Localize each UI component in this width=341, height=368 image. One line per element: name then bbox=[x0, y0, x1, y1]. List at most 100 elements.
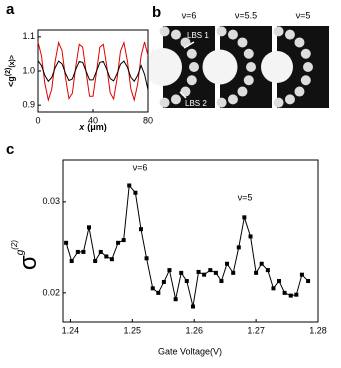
data-point bbox=[161, 279, 166, 284]
data-point bbox=[167, 268, 172, 273]
image-blob bbox=[227, 94, 238, 105]
y-axis-label-part: (2) bbox=[5, 68, 12, 77]
data-point bbox=[208, 268, 213, 273]
image-blob bbox=[202, 49, 238, 85]
data-point bbox=[98, 249, 103, 254]
image-blob bbox=[227, 29, 238, 40]
data-point bbox=[86, 225, 91, 230]
image-blob bbox=[243, 48, 254, 59]
data-line bbox=[37, 60, 149, 90]
y-tick-label: 1.1 bbox=[22, 31, 35, 41]
x-axis-label: Gate Voltage(V) bbox=[158, 346, 222, 356]
arrow bbox=[183, 41, 195, 49]
data-point bbox=[121, 238, 126, 243]
plot-frame bbox=[62, 159, 319, 323]
image-blob bbox=[273, 26, 284, 37]
data-point bbox=[75, 249, 80, 254]
x-axis-label: x (μm) bbox=[78, 122, 107, 132]
y-axis-label: <g(2)(x)> bbox=[5, 55, 17, 87]
data-point bbox=[294, 292, 299, 297]
y-tick-label: 0.03 bbox=[42, 196, 60, 206]
x-tick-label: 1.25 bbox=[124, 325, 142, 335]
image-blob bbox=[300, 75, 311, 86]
image-label: ν=5 bbox=[296, 10, 311, 20]
image-blob bbox=[216, 26, 227, 37]
data-point bbox=[254, 270, 259, 275]
image-blob bbox=[303, 62, 313, 72]
data-point bbox=[306, 279, 311, 284]
x-tick-label: 1.28 bbox=[309, 325, 327, 335]
data-point bbox=[213, 270, 218, 275]
y-axis-label-part: σ bbox=[15, 255, 42, 270]
image-blob bbox=[237, 37, 248, 48]
x-tick-label: 40 bbox=[88, 115, 98, 125]
data-point bbox=[259, 261, 264, 266]
data-point bbox=[231, 270, 236, 275]
image-blob bbox=[216, 97, 227, 108]
data-point bbox=[248, 234, 253, 239]
data-point bbox=[81, 249, 86, 254]
data-point bbox=[109, 257, 114, 262]
y-tick-label: 0.9 bbox=[22, 100, 35, 110]
data-point bbox=[202, 272, 207, 277]
data-point bbox=[277, 279, 282, 284]
x-tick-label: 1.24 bbox=[62, 325, 80, 335]
data-point bbox=[93, 259, 98, 264]
data-point bbox=[156, 290, 161, 295]
image-blob bbox=[243, 75, 254, 86]
data-point bbox=[196, 269, 201, 274]
y-axis-label-part: g bbox=[15, 249, 26, 255]
annotation: ν=5 bbox=[238, 192, 253, 202]
x-tick-label: 80 bbox=[143, 115, 153, 125]
panel-label: b bbox=[152, 4, 161, 21]
data-point bbox=[190, 304, 195, 309]
x-axis-label-part: x bbox=[78, 122, 85, 132]
image-blob bbox=[294, 37, 305, 48]
data-point bbox=[184, 279, 189, 284]
image-blob bbox=[284, 94, 295, 105]
image-blob bbox=[186, 48, 197, 59]
image-blob bbox=[273, 97, 284, 108]
data-point bbox=[133, 190, 138, 195]
annotation: ν=6 bbox=[133, 162, 148, 172]
y-tick-label: 0.02 bbox=[42, 287, 60, 297]
image-blob bbox=[186, 75, 197, 86]
image-blob bbox=[159, 26, 170, 37]
image-blob bbox=[237, 86, 248, 97]
image-blob bbox=[189, 62, 199, 72]
image-blob bbox=[261, 51, 293, 83]
image-blob bbox=[180, 86, 191, 97]
image-blob bbox=[144, 48, 182, 86]
data-point bbox=[138, 227, 143, 232]
data-point bbox=[69, 259, 74, 264]
data-point bbox=[265, 268, 270, 273]
image-blob bbox=[246, 62, 256, 72]
data-point bbox=[282, 290, 287, 295]
panel-label: a bbox=[6, 1, 15, 18]
x-tick-label: 1.27 bbox=[247, 325, 265, 335]
image-blob bbox=[170, 94, 181, 105]
data-line bbox=[37, 40, 149, 103]
data-point bbox=[127, 183, 132, 188]
image-label: ν=5.5 bbox=[235, 10, 257, 20]
y-axis-label-part: (2) bbox=[10, 240, 19, 250]
data-point bbox=[242, 215, 247, 220]
image-blob bbox=[294, 86, 305, 97]
image-blob bbox=[170, 29, 181, 40]
data-point bbox=[150, 286, 155, 291]
x-tick-label: 0 bbox=[35, 115, 40, 125]
image-blob bbox=[159, 97, 170, 108]
data-point bbox=[173, 297, 178, 302]
data-point bbox=[179, 270, 184, 275]
y-axis-label: σg(2) bbox=[10, 240, 42, 270]
image-blob bbox=[300, 48, 311, 59]
data-point bbox=[64, 240, 69, 245]
x-axis-label-part: (μm) bbox=[87, 122, 107, 132]
data-point bbox=[144, 256, 149, 261]
image-blob bbox=[284, 29, 295, 40]
x-tick-label: 1.26 bbox=[185, 325, 203, 335]
y-axis-label-part: (x)> bbox=[9, 55, 16, 68]
y-axis-label-part: <g bbox=[6, 76, 16, 87]
panel-label: c bbox=[6, 141, 14, 158]
data-point bbox=[104, 254, 109, 259]
